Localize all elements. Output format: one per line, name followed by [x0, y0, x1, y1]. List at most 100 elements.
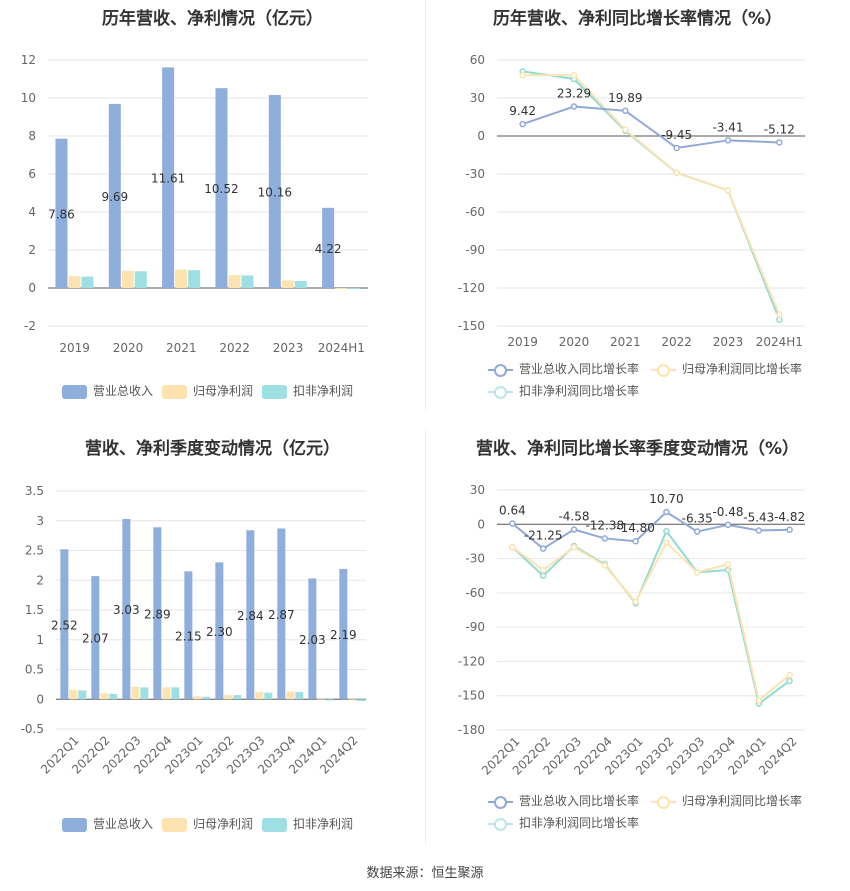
- legend-revenue-growth[interactable]: 营业总收入同比增长率: [488, 792, 639, 809]
- bar-deducted: [109, 693, 118, 700]
- series-line-netprofit: [511, 540, 791, 703]
- data-label: -12.38: [585, 518, 624, 532]
- bar-revenue: [184, 571, 193, 700]
- point-netprofit: [622, 126, 629, 133]
- quarterly-revenue-profit-panel: 营收、净利季度变动情况（亿元） -0.5 0 0.5 1 1.5 2 2.5 3 3.5 2022…: [0, 430, 425, 850]
- legend-swatch: [488, 385, 513, 399]
- legend-netprofit-growth[interactable]: 归母净利润同比增长率: [651, 792, 802, 809]
- data-label: 2.03: [299, 633, 326, 647]
- legend-revenue-growth[interactable]: 营业总收入同比增长率: [488, 360, 639, 377]
- legend-swatch: [651, 795, 676, 809]
- bar-netprofit: [162, 687, 171, 700]
- data-label: -5.43: [743, 510, 774, 524]
- legend-deducted-growth[interactable]: 扣非净利润同比增长率: [488, 382, 639, 399]
- point-deducted: [539, 572, 547, 579]
- legend-label: 扣非净利润同比增长率: [519, 816, 640, 830]
- legend-netprofit[interactable]: 归母净利润: [162, 815, 253, 832]
- point-revenue: [663, 508, 670, 516]
- data-label: 10.70: [649, 492, 683, 506]
- point-revenue: [673, 144, 680, 152]
- bar-netprofit: [193, 696, 202, 700]
- annual-growth-line-chart: -150 -120 -90 -60 -30 0 30 60 2019 2020 2021 2022 20…: [458, 53, 805, 349]
- bar-netprofit: [121, 270, 134, 288]
- point-netprofit: [663, 539, 670, 546]
- bar-revenue: [277, 528, 286, 700]
- legend-netprofit-growth[interactable]: 归母净利润同比增长率: [651, 360, 802, 377]
- bar-revenue: [215, 562, 224, 700]
- point-revenue: [622, 107, 629, 115]
- y-tick-label: 1.5: [25, 603, 44, 617]
- data-label: 9.69: [101, 190, 128, 204]
- point-netprofit: [632, 598, 639, 606]
- bar-revenue: [122, 518, 131, 700]
- bar-netprofit: [100, 693, 109, 700]
- point-revenue: [570, 526, 578, 533]
- legend-deducted[interactable]: 扣非净利润: [262, 815, 353, 832]
- bar-deducted: [81, 276, 94, 288]
- bar-netprofit: [281, 280, 294, 288]
- bar-netprofit: [131, 686, 140, 700]
- y-tick-label: 3.5: [25, 484, 44, 498]
- y-tick-label: -90: [465, 620, 485, 634]
- y-tick-label: 2: [28, 243, 36, 257]
- point-netprofit: [509, 543, 516, 551]
- legend-swatch: [488, 363, 513, 377]
- legend-swatch-revenue: [62, 817, 87, 832]
- legend-revenue[interactable]: 营业总收入: [62, 815, 153, 832]
- legend-label: 扣非净利润: [293, 817, 354, 831]
- y-tick-label: 3: [36, 514, 44, 528]
- point-netprofit: [693, 569, 701, 576]
- legend-swatch-netprofit: [162, 384, 187, 399]
- y-tick-label: -180: [458, 723, 485, 737]
- point-deducted: [776, 316, 783, 323]
- bar-revenue: [322, 207, 335, 288]
- y-tick-label: 30: [470, 483, 485, 497]
- legend-deducted[interactable]: 扣非净利润: [262, 382, 353, 399]
- y-tick-label: 2.5: [25, 544, 44, 558]
- bar-revenue: [215, 88, 228, 289]
- bar-revenue: [162, 67, 175, 288]
- x-tick-label: 2023: [713, 335, 744, 349]
- x-tick-label: 2024H1: [756, 335, 803, 349]
- data-label: 2.89: [144, 607, 171, 621]
- legend-netprofit[interactable]: 归母净利润: [162, 382, 253, 399]
- point-deducted: [786, 677, 793, 685]
- legend-label: 扣非净利润: [293, 384, 354, 398]
- x-tick-label: 2019: [59, 341, 90, 355]
- bar-netprofit: [348, 699, 357, 701]
- legend-swatch-netprofit: [162, 817, 187, 832]
- legend-swatch: [488, 795, 513, 809]
- data-label: -9.45: [661, 128, 692, 142]
- data-label: 11.61: [151, 172, 185, 186]
- bar-netprofit: [286, 691, 295, 700]
- y-tick-label: 12: [21, 53, 36, 67]
- bar-revenue: [153, 527, 162, 700]
- y-tick-label: 0: [477, 129, 485, 143]
- series-line-revenue: [522, 105, 780, 150]
- y-tick-label: -60: [465, 205, 485, 219]
- data-label: 0.64: [499, 504, 526, 518]
- y-tick-label: 8: [28, 129, 36, 143]
- y-tick-label: -150: [458, 689, 485, 703]
- bar-revenue: [339, 568, 348, 700]
- y-tick-label: 0: [28, 281, 36, 295]
- bar-deducted: [202, 696, 211, 700]
- quarterly-bar-chart: -0.500.511.522.533.52022Q12.522022Q22.07…: [21, 484, 366, 777]
- bar-revenue: [91, 576, 100, 700]
- y-tick-label: -90: [465, 243, 485, 257]
- data-label: -5.12: [764, 122, 795, 136]
- legend-label: 扣非净利润同比增长率: [519, 384, 640, 398]
- data-label: 2.07: [82, 632, 109, 646]
- legend-deducted-growth[interactable]: 扣非净利润同比增长率: [488, 814, 639, 831]
- chart-title: 历年营收、净利同比增长率情况（%）: [492, 9, 783, 29]
- legend-swatch: [488, 817, 513, 831]
- y-tick-label: -120: [458, 281, 485, 295]
- bar-netprofit: [224, 695, 233, 700]
- legend-revenue[interactable]: 营业总收入: [62, 382, 153, 399]
- annual-bar-chart: -2 0 2 4 6 8 10 12 2019 7.86 2020 9.69 2021 11.61 2022…: [21, 53, 368, 355]
- bar-revenue: [308, 578, 317, 700]
- data-label: -0.48: [712, 505, 743, 519]
- y-tick-label: 10: [21, 91, 36, 105]
- bar-deducted: [241, 275, 254, 288]
- series-line-revenue: [511, 510, 790, 550]
